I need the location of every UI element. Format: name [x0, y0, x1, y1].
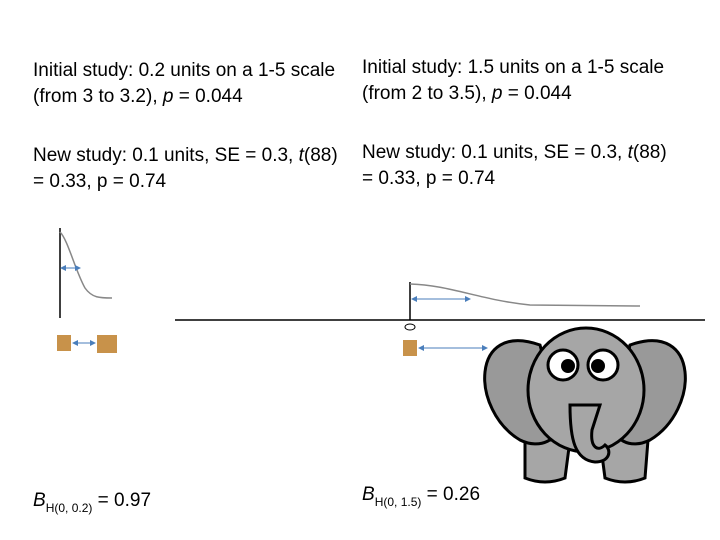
right-bayes: BH(0, 1.5) = 0.26: [362, 482, 480, 515]
left-initial: Initial study: 0.2 units on a 1-5 scale …: [33, 58, 353, 110]
text: New study: 0.1 units, SE = 0.3,: [362, 142, 628, 163]
text: (88) = 0.33, p = 0.74: [33, 145, 338, 192]
text: B: [362, 484, 375, 505]
text: New study: 0.1 units, SE = 0.3,: [33, 145, 299, 166]
text: B: [33, 490, 46, 511]
right-new: New study: 0.1 units, SE = 0.3, t(88) = …: [362, 140, 682, 192]
text: = 0.97: [92, 490, 152, 511]
text: p: [162, 86, 174, 107]
text: Initial study: 1.5 units on a 1-5 scale …: [362, 57, 665, 104]
text: = 0.044: [502, 83, 572, 104]
left-bayes: BH(0, 0.2) = 0.97: [33, 488, 151, 521]
text: H(0, 1.5): [374, 495, 422, 509]
text: Initial study: 0.2 units on a 1-5 scale …: [33, 60, 336, 107]
text: t: [298, 145, 304, 166]
text: H(0, 0.2): [45, 501, 93, 515]
text: p: [491, 83, 503, 104]
text: = 0.26: [421, 484, 481, 505]
text: = 0.044: [173, 86, 243, 107]
text: t: [627, 142, 633, 163]
right-initial: Initial study: 1.5 units on a 1-5 scale …: [362, 55, 682, 107]
left-new: New study: 0.1 units, SE = 0.3, t(88) = …: [33, 143, 353, 195]
text: (88) = 0.33, p = 0.74: [362, 142, 667, 189]
